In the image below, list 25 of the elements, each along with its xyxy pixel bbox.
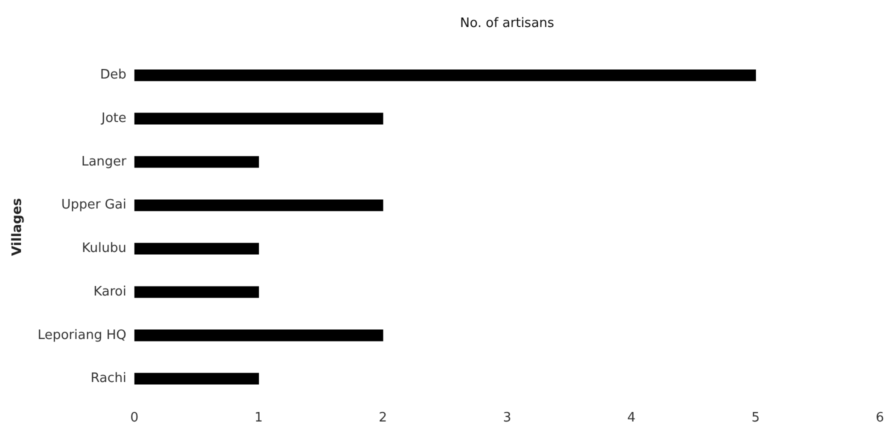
bar <box>134 372 259 385</box>
x-tick-label: 4 <box>627 410 636 426</box>
bar <box>134 199 384 212</box>
bar <box>134 242 259 255</box>
x-tick-label: 3 <box>502 410 512 426</box>
x-tick-label: 0 <box>130 410 139 426</box>
bar <box>134 286 259 298</box>
y-tick-label: Deb <box>100 68 126 83</box>
bar <box>134 112 384 124</box>
x-tick-label: 1 <box>254 410 263 426</box>
chart-title: No. of artisans <box>460 16 554 32</box>
y-tick-label: Kulubu <box>82 241 126 256</box>
y-tick-label: Jote <box>100 111 126 126</box>
y-tick-label: Karoi <box>93 284 126 300</box>
y-tick-label: Upper Gai <box>61 198 126 213</box>
bar <box>134 69 756 82</box>
y-axis-title: Villages <box>10 198 26 256</box>
y-tick-label: Rachi <box>90 371 126 386</box>
bar <box>134 330 384 342</box>
x-tick-label: 5 <box>751 410 760 426</box>
x-tick-label: 2 <box>378 410 388 426</box>
y-tick-label: Langer <box>81 154 128 170</box>
x-tick-label: 6 <box>876 410 884 426</box>
y-tick-label: Leporiang HQ <box>38 328 126 343</box>
bar <box>134 156 259 168</box>
